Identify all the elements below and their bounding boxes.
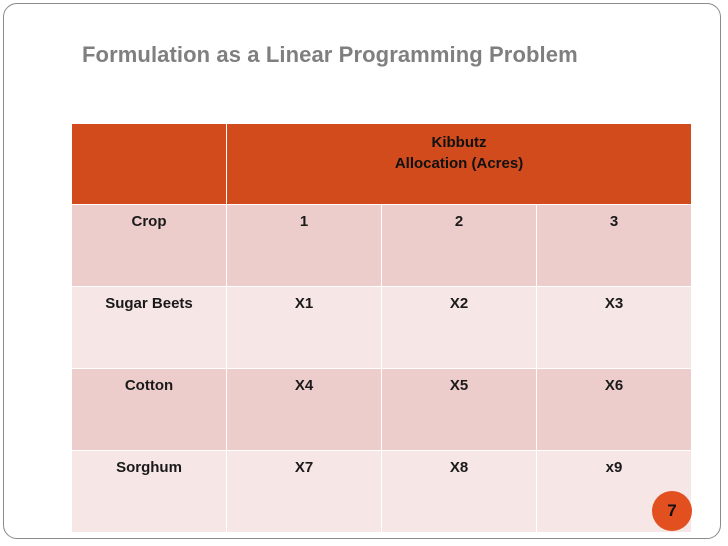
variable-cell: X1 [226,286,382,369]
variable-cell: X4 [226,368,382,451]
variable-cell: X2 [381,286,537,369]
table-row: Sugar Beets X1 X2 X3 [71,286,693,369]
page-number-badge: 7 [652,491,692,531]
header-title: Kibbutz [431,134,487,151]
variable-cell: X6 [535,368,693,451]
table-row: Sorghum X7 X8 x9 [71,450,693,533]
table-row: Cotton X4 X5 X6 [71,368,693,451]
crop-name-cell: Sugar Beets [71,286,227,369]
header-kibbutz-cell: Kibbutz Allocation (Acres) [225,123,693,205]
column-header-kibbutz-2: 2 [381,204,537,287]
variable-cell: X3 [535,286,693,369]
header-subtitle: Allocation (Acres) [394,155,524,172]
variable-cell: X8 [381,450,537,533]
header-empty-cell [71,123,227,205]
variable-cell: X5 [381,368,537,451]
slide-title: Formulation as a Linear Programming Prob… [82,42,578,67]
crop-name-cell: Cotton [71,368,227,451]
table-header-row: Kibbutz Allocation (Acres) [71,123,693,205]
column-header-crop: Crop [71,204,227,287]
allocation-table: Kibbutz Allocation (Acres) Crop 1 2 3 Su… [71,123,693,533]
column-header-kibbutz-3: 3 [535,204,693,287]
column-header-kibbutz-1: 1 [226,204,382,287]
variable-cell: X7 [226,450,382,533]
crop-name-cell: Sorghum [71,450,227,533]
table-row: Crop 1 2 3 [71,204,693,287]
